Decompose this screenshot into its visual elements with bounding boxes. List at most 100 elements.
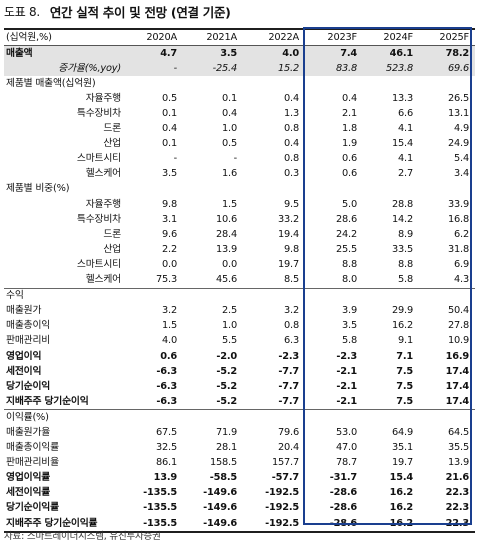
table-cell: 15.4: [389, 472, 414, 484]
table-cell: 19.7: [391, 457, 413, 469]
row-label: 스마트시티: [76, 258, 121, 270]
row-label: 매출원가율: [6, 426, 51, 438]
column-header: 2022A: [243, 30, 305, 47]
table-cell: 7.4: [305, 45, 363, 62]
table-cell: 4.0: [243, 45, 305, 62]
table-cell: -149.6: [203, 487, 237, 499]
table-cell: 7.5: [396, 395, 413, 407]
table-cell: 28.8: [391, 198, 413, 210]
table-cell: 31.8: [447, 243, 469, 255]
table-cell: [183, 76, 243, 91]
row-label: 특수장비차: [76, 213, 121, 225]
table-cell: 32.5: [155, 442, 177, 454]
table-cell: 27.8: [447, 320, 469, 332]
table-cell: 50.4: [447, 305, 469, 317]
table-cell: 29.9: [391, 305, 413, 317]
table-cell: 3.5: [183, 45, 243, 62]
table-cell: 16.2: [363, 516, 419, 534]
table-cell: 13.9: [153, 472, 178, 484]
table-cell: [183, 287, 243, 304]
table-cell: [419, 287, 475, 304]
table-cell: 28.4: [215, 228, 237, 240]
table-cell: -: [233, 153, 238, 165]
table-cell: [419, 409, 475, 426]
table-row: 판매관리비율 86.1 158.5 157.7 78.7 19.7 13.9: [4, 456, 475, 471]
table-row: 자율주행 0.5 0.1 0.4 0.4 13.3 26.5: [4, 91, 475, 106]
table-row: 특수장비차 3.1 10.6 33.2 28.6 14.2 16.8: [4, 212, 475, 227]
table-cell: 4.3: [454, 274, 469, 286]
table-cell: 6.6: [398, 108, 413, 120]
row-label: 특수장비차: [76, 108, 121, 120]
row-label: 제품별 비중(%): [6, 183, 70, 195]
table-header-row: (십억원,%) 2020A 2021A 2022A 2023F 2024F 20…: [4, 30, 475, 47]
table-cell: 1.6: [222, 168, 237, 180]
table-cell: 1.8: [342, 123, 357, 135]
table-row: 지배주주 당기순이익 -6.3 -5.2 -7.7 -2.1 7.5 17.4: [4, 394, 475, 410]
table-cell: 45.6: [215, 274, 237, 286]
table-cell: [183, 182, 243, 197]
table-cell: 13.3: [391, 92, 413, 104]
row-label: 수익: [4, 287, 123, 304]
table-cell: 0.8: [284, 153, 299, 165]
table-row: 매출원가율 67.5 71.9 79.6 53.0 64.9 64.5: [4, 425, 475, 440]
table-row: 산업 2.2 13.9 9.8 25.5 33.5 31.8: [4, 242, 475, 257]
table-cell: -6.3: [156, 365, 177, 377]
table-cell: 4.9: [454, 123, 469, 135]
table-cell: 1.0: [222, 320, 237, 332]
table-cell: 47.0: [335, 442, 357, 454]
row-label: 당기순이익: [6, 380, 51, 392]
table-cell: 0.1: [222, 92, 237, 104]
table-cell: [305, 409, 363, 426]
column-header: 2025F: [419, 30, 475, 47]
figure-label: 도표 8.: [4, 4, 40, 19]
table-cell: 78.2: [419, 45, 475, 62]
table-row: 산업 0.1 0.5 0.4 1.9 15.4 24.9: [4, 137, 475, 152]
table-cell: -7.7: [278, 380, 299, 392]
table-cell: 7.1: [396, 350, 413, 362]
table-row: 영업이익 0.6 -2.0 -2.3 -2.3 7.1 16.9: [4, 349, 475, 364]
table-cell: 5.4: [454, 153, 469, 165]
table-cell: -192.5: [243, 516, 305, 534]
table-cell: [123, 287, 183, 304]
row-label: 세전이익: [6, 365, 42, 377]
table-cell: [419, 182, 475, 197]
column-header: 2023F: [305, 30, 363, 47]
table-cell: -5.2: [216, 365, 237, 377]
table-cell: 24.9: [447, 138, 469, 150]
table-cell: 20.4: [277, 442, 299, 454]
table-cell: 35.5: [447, 442, 469, 454]
table-row: 스마트시티 - - 0.8 0.6 4.1 5.4: [4, 152, 475, 167]
table-cell: 1.5: [162, 320, 177, 332]
table-cell: [123, 409, 183, 426]
table-cell: 0.0: [162, 258, 177, 270]
table-cell: 0.4: [342, 92, 357, 104]
row-label: 영업이익: [6, 350, 42, 362]
table-row: 당기순이익 -6.3 -5.2 -7.7 -2.1 7.5 17.4: [4, 379, 475, 394]
table-cell: 0.3: [284, 168, 299, 180]
table-cell: [363, 287, 419, 304]
table-cell: 78.7: [335, 457, 357, 469]
table-cell: 0.1: [162, 108, 177, 120]
table-cell: 22.3: [445, 502, 470, 514]
table-cell: 28.1: [215, 442, 237, 454]
table-cell: -2.0: [216, 350, 237, 362]
table-cell: 0.5: [162, 92, 177, 104]
table-cell: 8.0: [342, 274, 357, 286]
table-cell: 19.7: [277, 258, 299, 270]
table-row: 판매관리비 4.0 5.5 6.3 5.8 9.1 10.9: [4, 334, 475, 349]
table-row: 세전이익 -6.3 -5.2 -7.7 -2.1 7.5 17.4: [4, 364, 475, 379]
table-cell: 3.2: [162, 305, 177, 317]
table-cell: 0.5: [222, 138, 237, 150]
table-cell: -2.3: [336, 350, 357, 362]
table-cell: 86.1: [155, 457, 177, 469]
table-cell: 69.6: [419, 61, 475, 77]
row-label: 산업: [103, 138, 121, 150]
column-header: 2021A: [183, 30, 243, 47]
table-cell: 26.5: [447, 92, 469, 104]
table-row: 스마트시티 0.0 0.0 19.7 8.8 8.8 6.9: [4, 257, 475, 272]
row-label: 자율주행: [85, 92, 121, 104]
row-label: 헬스케어: [85, 274, 121, 286]
table-row: 제품별 비중(%): [4, 182, 475, 197]
table-row: 매출총이익률 32.5 28.1 20.4 47.0 35.1 35.5: [4, 441, 475, 456]
table-row: 드론 9.6 28.4 19.4 24.2 8.9 6.2: [4, 227, 475, 242]
